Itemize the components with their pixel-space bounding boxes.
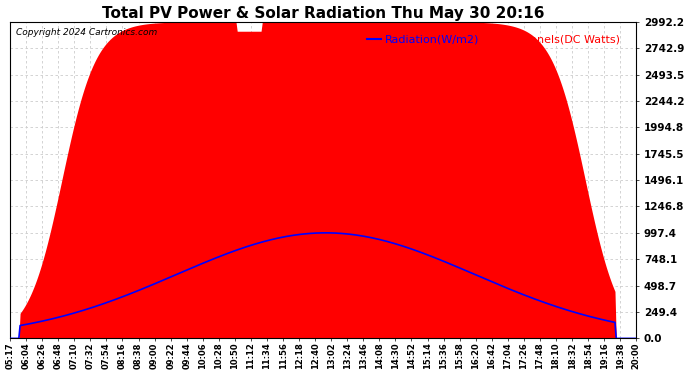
Text: Copyright 2024 Cartronics.com: Copyright 2024 Cartronics.com [17, 28, 157, 37]
Title: Total PV Power & Solar Radiation Thu May 30 20:16: Total PV Power & Solar Radiation Thu May… [102, 6, 544, 21]
Legend: Radiation(W/m2), PV Panels(DC Watts): Radiation(W/m2), PV Panels(DC Watts) [363, 30, 624, 50]
